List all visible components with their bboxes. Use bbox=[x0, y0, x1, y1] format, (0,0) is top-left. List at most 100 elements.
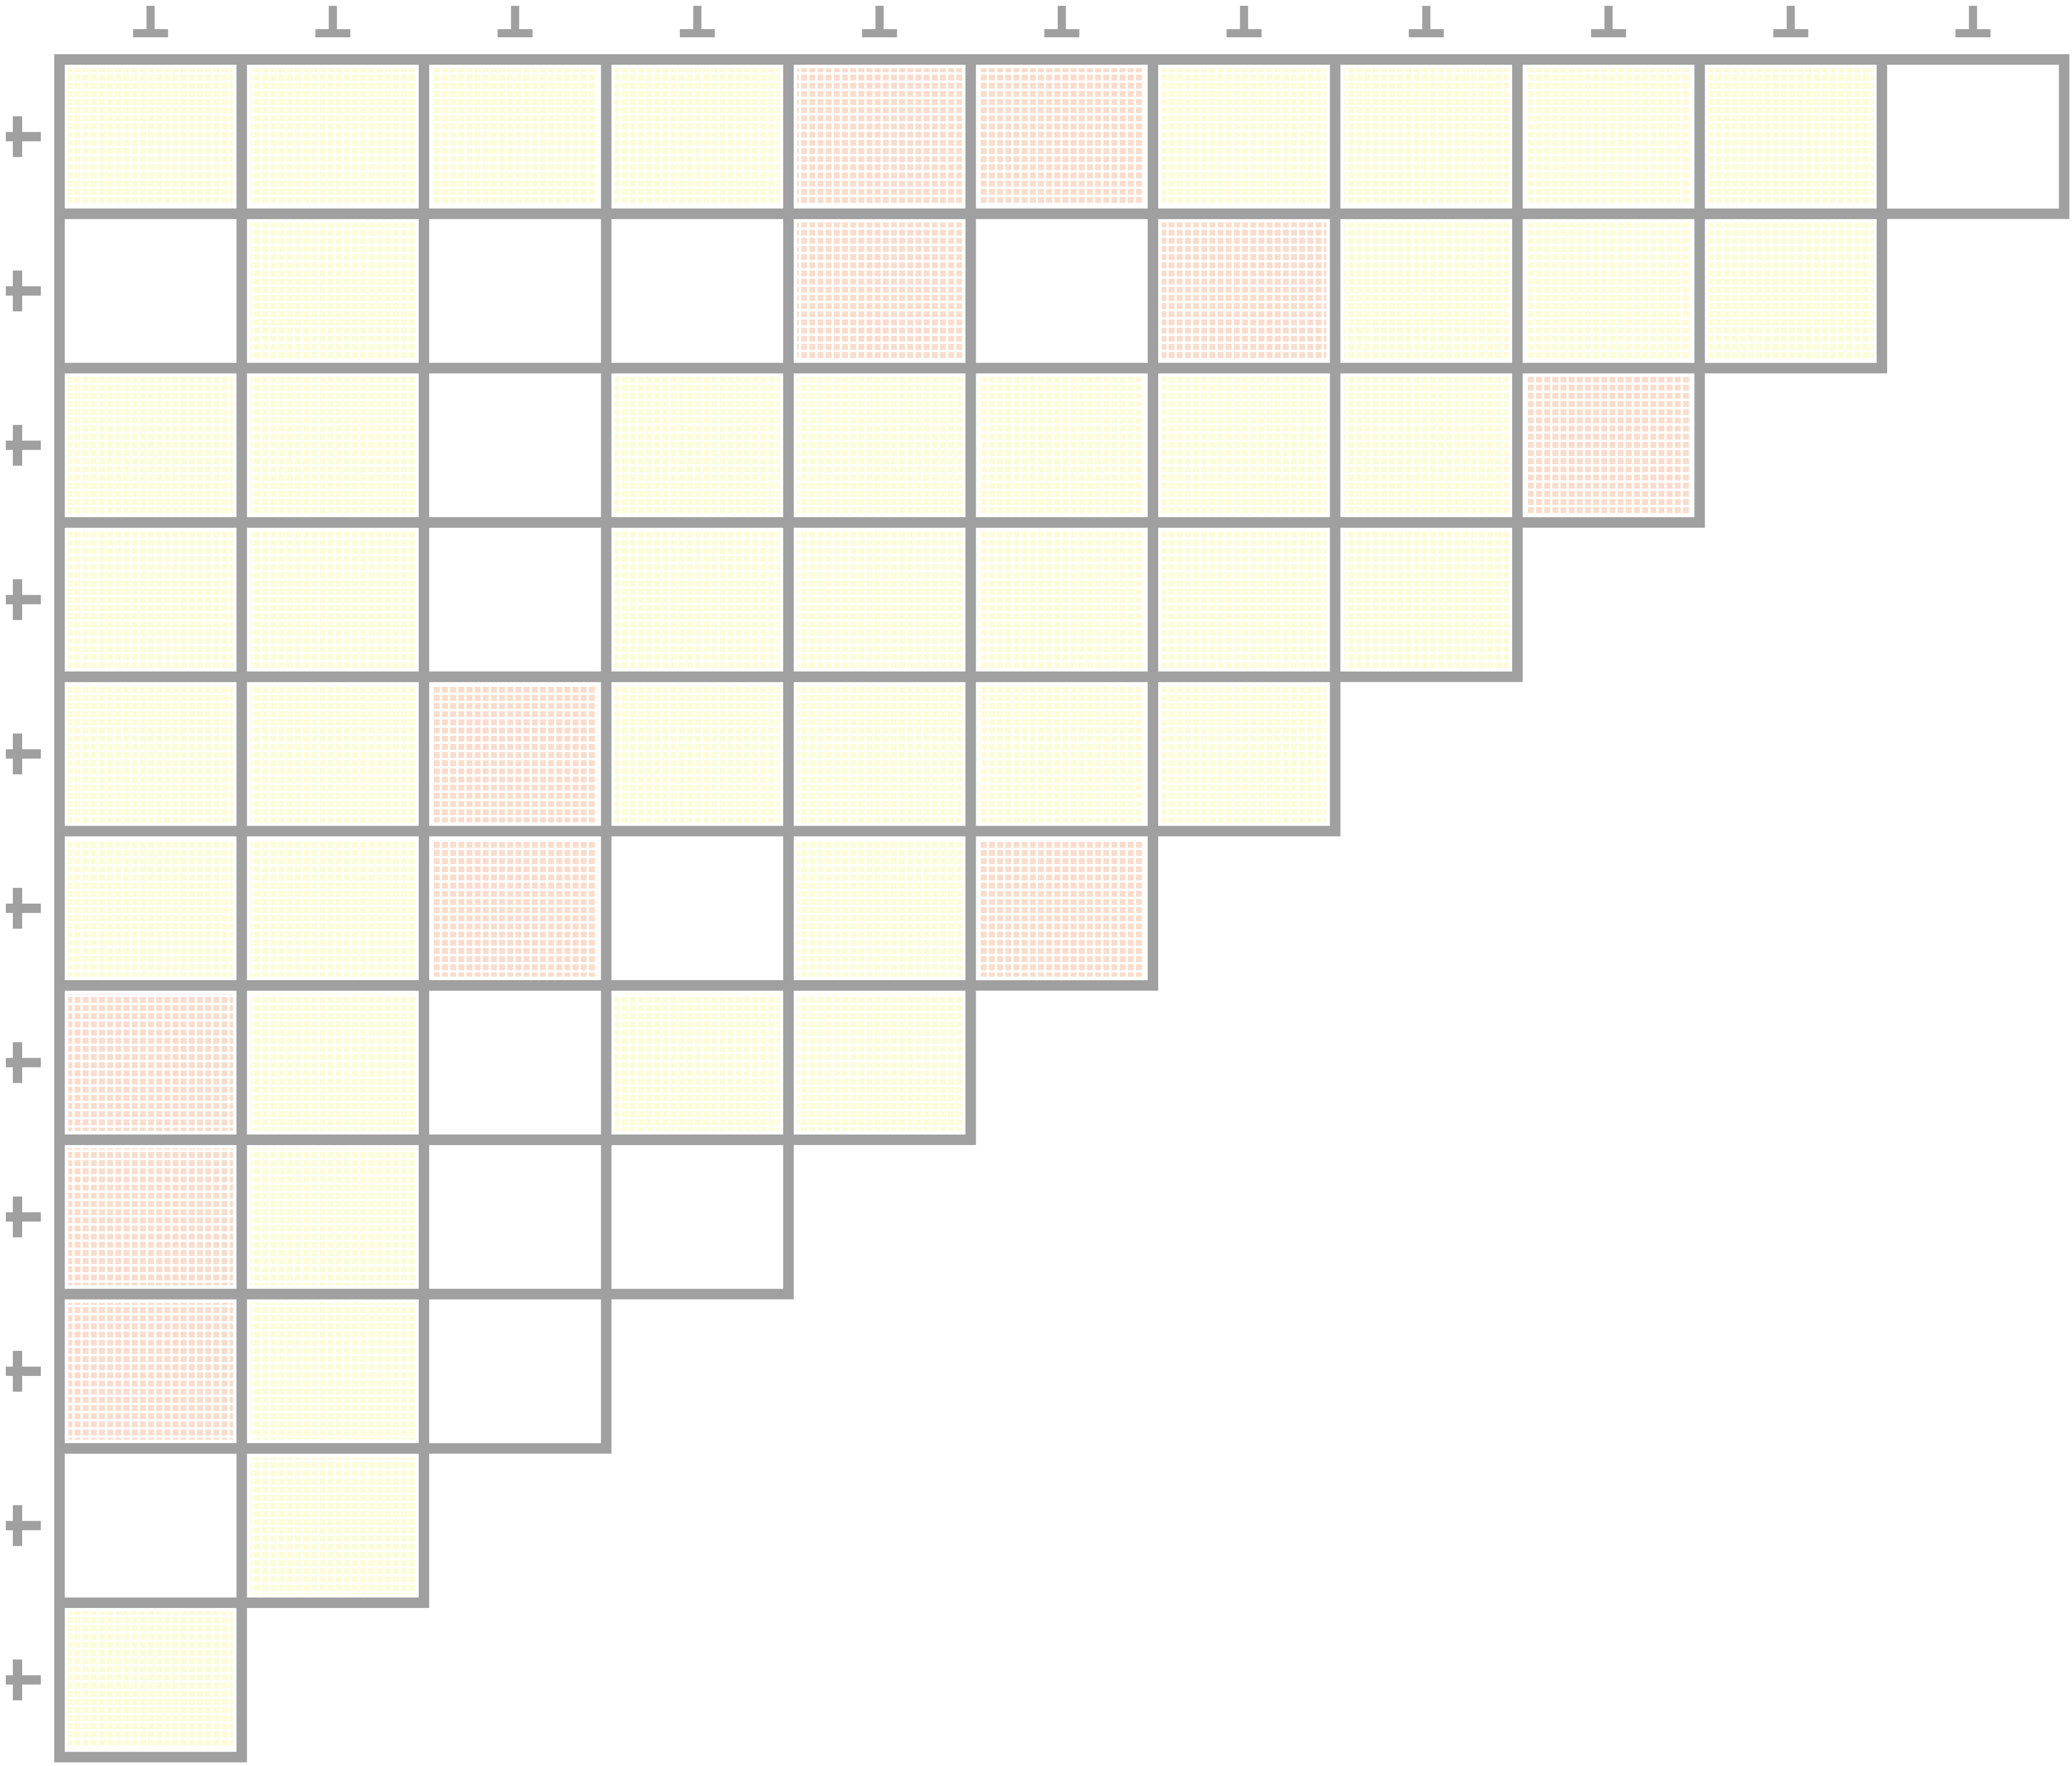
cell-fill bbox=[979, 685, 1144, 823]
cell-fill bbox=[979, 531, 1144, 668]
cell-fill bbox=[797, 685, 962, 823]
cell-fill bbox=[797, 994, 962, 1131]
column-header-glyph bbox=[1057, 6, 1066, 35]
cell-fill bbox=[250, 1457, 415, 1594]
cell-border bbox=[1877, 54, 2070, 219]
cell-fill bbox=[1162, 222, 1327, 360]
cell-fill bbox=[433, 994, 598, 1131]
cell-fill bbox=[68, 377, 233, 514]
cell-fill bbox=[250, 840, 415, 977]
cell-fill bbox=[1162, 68, 1327, 205]
row-header-glyph bbox=[6, 1675, 41, 1685]
column-header-glyph bbox=[875, 6, 884, 35]
cell-fill bbox=[433, 377, 598, 514]
cell-fill bbox=[250, 377, 415, 514]
column-header-glyph bbox=[146, 6, 155, 35]
column-header-glyph bbox=[511, 6, 520, 35]
cell-fill bbox=[68, 1457, 233, 1594]
cell-fill bbox=[68, 1611, 233, 1749]
cell-fill bbox=[1344, 377, 1509, 514]
cell-fill bbox=[979, 377, 1144, 514]
cell-border bbox=[54, 1598, 247, 1763]
cell-fill bbox=[250, 222, 415, 360]
column-header-glyph bbox=[1240, 6, 1249, 35]
cell-border bbox=[965, 826, 1158, 991]
cell-fill bbox=[615, 840, 780, 977]
cell-fill bbox=[1526, 222, 1691, 360]
cell-fill bbox=[979, 222, 1144, 360]
row-header-glyph bbox=[6, 595, 41, 605]
cell-fill bbox=[797, 377, 962, 514]
cell-border bbox=[1512, 363, 1705, 528]
cell-border bbox=[1694, 208, 1887, 374]
cell-fill bbox=[615, 994, 780, 1131]
cell-fill bbox=[1526, 68, 1691, 205]
cell-border bbox=[236, 1443, 429, 1609]
row-header-glyph bbox=[6, 903, 41, 913]
cell-fill bbox=[250, 531, 415, 668]
cell-fill bbox=[250, 994, 415, 1131]
row-header-glyph bbox=[6, 1521, 41, 1530]
cell-fill bbox=[1344, 531, 1509, 668]
cell-fill bbox=[68, 531, 233, 668]
cell-fill bbox=[797, 531, 962, 668]
row-header-glyph bbox=[6, 440, 41, 450]
column-header-glyph bbox=[693, 6, 702, 35]
column-header-glyph bbox=[1422, 6, 1431, 35]
cell-fill bbox=[1162, 377, 1327, 514]
cell-fill bbox=[615, 68, 780, 205]
cell-fill bbox=[615, 685, 780, 823]
cell-fill bbox=[68, 685, 233, 823]
cell-border bbox=[1148, 671, 1341, 837]
column-header-glyph bbox=[1969, 6, 1978, 35]
cell-fill bbox=[68, 994, 233, 1131]
cell-fill bbox=[615, 531, 780, 668]
cell-fill bbox=[1162, 685, 1327, 823]
cell-fill bbox=[797, 840, 962, 977]
cell-fill bbox=[615, 377, 780, 514]
row-header-glyph bbox=[6, 749, 41, 759]
cell-fill bbox=[433, 531, 598, 668]
cell-fill bbox=[68, 222, 233, 360]
row-header-glyph bbox=[6, 1366, 41, 1376]
cell-fill bbox=[433, 840, 598, 977]
cell-fill bbox=[1344, 222, 1509, 360]
cell-fill bbox=[250, 1302, 415, 1440]
cell-fill bbox=[68, 1302, 233, 1440]
column-header-glyph bbox=[328, 6, 337, 35]
cell-fill bbox=[615, 222, 780, 360]
cell-fill bbox=[1526, 377, 1691, 514]
cell-border bbox=[783, 980, 976, 1145]
cell-fill bbox=[68, 1148, 233, 1286]
cell-fill bbox=[979, 840, 1144, 977]
cell-fill bbox=[615, 1148, 780, 1286]
cell-fill bbox=[250, 685, 415, 823]
cell-border bbox=[1330, 517, 1523, 682]
cell-fill bbox=[1891, 68, 2056, 205]
cell-fill bbox=[797, 68, 962, 205]
cell-fill bbox=[250, 68, 415, 205]
cell-fill bbox=[1344, 68, 1509, 205]
cell-fill bbox=[433, 1148, 598, 1286]
cell-fill bbox=[68, 840, 233, 977]
cell-fill bbox=[250, 1148, 415, 1286]
cell-fill bbox=[979, 68, 1144, 205]
cell-fill bbox=[68, 68, 233, 205]
cell-fill bbox=[797, 222, 962, 360]
cell-fill bbox=[433, 1302, 598, 1440]
cell-fill bbox=[433, 68, 598, 205]
row-header-glyph bbox=[6, 132, 41, 142]
cell-fill bbox=[433, 222, 598, 360]
cell-border bbox=[419, 1288, 612, 1454]
column-header-glyph bbox=[1604, 6, 1613, 35]
row-header-glyph bbox=[6, 1212, 41, 1222]
cell-border bbox=[601, 1134, 794, 1300]
row-header-glyph bbox=[6, 286, 41, 296]
cell-fill bbox=[1708, 222, 1873, 360]
row-header-glyph bbox=[6, 1058, 41, 1068]
cell-fill bbox=[433, 685, 598, 823]
cell-fill bbox=[1162, 531, 1327, 668]
column-header-glyph bbox=[1786, 6, 1795, 35]
